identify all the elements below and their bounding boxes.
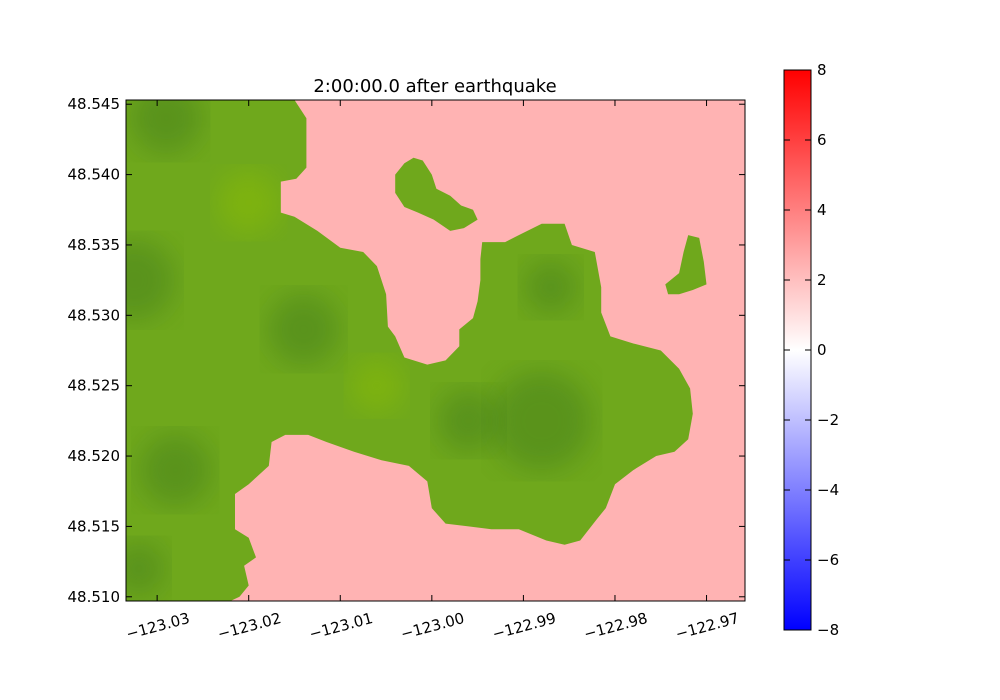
y-tick-label: 48.515 (68, 517, 121, 535)
y-tick-label: 48.545 (68, 95, 121, 113)
plot-area (126, 100, 745, 601)
colorbar-tick-label: −8 (817, 621, 839, 639)
land-region-east-islet (665, 235, 707, 295)
land-shade-2 (267, 292, 341, 367)
colorbar-ticks: 8 6 4 2 0 −2 −4 −6 −8 (784, 61, 839, 639)
y-tick-label: 48.540 (68, 166, 121, 184)
land-shade-9 (216, 170, 281, 235)
x-tick-label: −123.00 (399, 609, 467, 643)
y-tick-label: 48.510 (68, 588, 121, 606)
land-shade-4 (491, 370, 593, 472)
x-tick-label: −122.99 (490, 609, 558, 643)
plot-frame (125, 99, 746, 602)
colorbar-tick-label: −4 (817, 481, 839, 499)
colorbar-tick-label: 8 (817, 61, 827, 79)
land-shade-0 (129, 100, 203, 155)
x-tick-label: −123.02 (216, 609, 284, 643)
colorbar-tick-label: 0 (817, 341, 827, 359)
colorbar: 8 6 4 2 0 −2 −4 −6 −8 (783, 61, 839, 639)
colorbar-tick-label: −6 (817, 551, 839, 569)
y-tick-label: 48.525 (68, 377, 121, 395)
colorbar-tick-label: 4 (817, 201, 827, 219)
y-axis: 48.510 48.515 48.520 48.525 48.530 48.535 48.5… (68, 95, 745, 606)
x-tick-label: −123.01 (307, 609, 375, 643)
chart-title: 2:00:00.0 after earthquake (313, 76, 556, 97)
land-region-inner-island (395, 157, 478, 231)
colorbar-tick-label: −2 (817, 411, 839, 429)
y-tick-label: 48.530 (68, 306, 121, 324)
x-tick-label: −123.03 (124, 609, 192, 643)
x-tick-label: −122.98 (582, 609, 650, 643)
land-shading (126, 100, 593, 597)
land-shade-8 (126, 541, 167, 597)
land-shade-1 (126, 238, 176, 322)
y-tick-label: 48.535 (68, 236, 121, 254)
x-tick-label: −122.97 (673, 609, 741, 643)
colorbar-tick-label: 6 (817, 131, 827, 149)
land-shade-7 (138, 433, 213, 507)
land-shade-3 (349, 358, 405, 414)
land-shade-6 (523, 259, 579, 315)
land-shade-5 (436, 388, 501, 453)
colorbar-tick-label: 2 (817, 271, 827, 289)
y-tick-label: 48.520 (68, 447, 121, 465)
